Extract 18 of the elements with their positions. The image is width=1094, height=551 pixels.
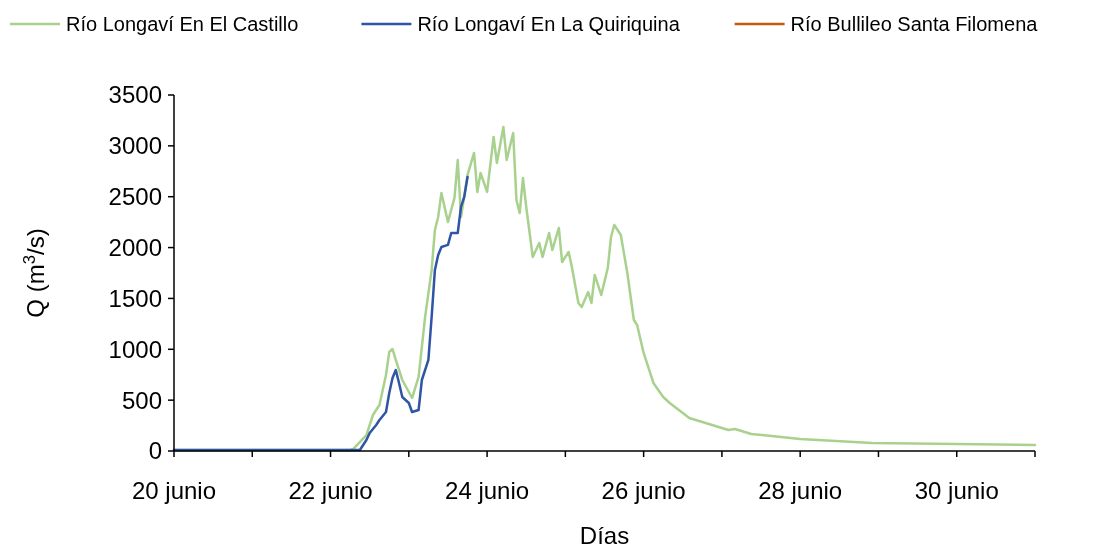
x-axis-title: Días bbox=[579, 522, 630, 549]
y-tick-label: 1500 bbox=[108, 284, 162, 312]
y-tick-label: 2500 bbox=[108, 183, 162, 211]
y-tick-label: 2000 bbox=[108, 233, 162, 261]
y-tick-label: 500 bbox=[121, 386, 162, 414]
x-tick-label: 30 junio bbox=[914, 477, 999, 504]
y-tick-label: 3000 bbox=[108, 132, 162, 160]
legend-label: Río Longaví En La Quiriquina bbox=[417, 13, 681, 35]
legend-label: Río Longaví En El Castillo bbox=[66, 13, 299, 35]
x-tick-label: 22 junio bbox=[288, 477, 373, 504]
x-tick-label: 28 junio bbox=[758, 477, 843, 504]
x-tick-label: 26 junio bbox=[601, 477, 686, 504]
x-tick-label: 24 junio bbox=[445, 477, 530, 504]
x-tick-label: 20 junio bbox=[131, 477, 217, 504]
y-tick-label: 0 bbox=[148, 437, 162, 465]
legend-label: Río Bullileo Santa Filomena bbox=[790, 13, 1039, 35]
y-tick-label: 3500 bbox=[108, 81, 162, 109]
y-tick-label: 1000 bbox=[108, 335, 162, 363]
